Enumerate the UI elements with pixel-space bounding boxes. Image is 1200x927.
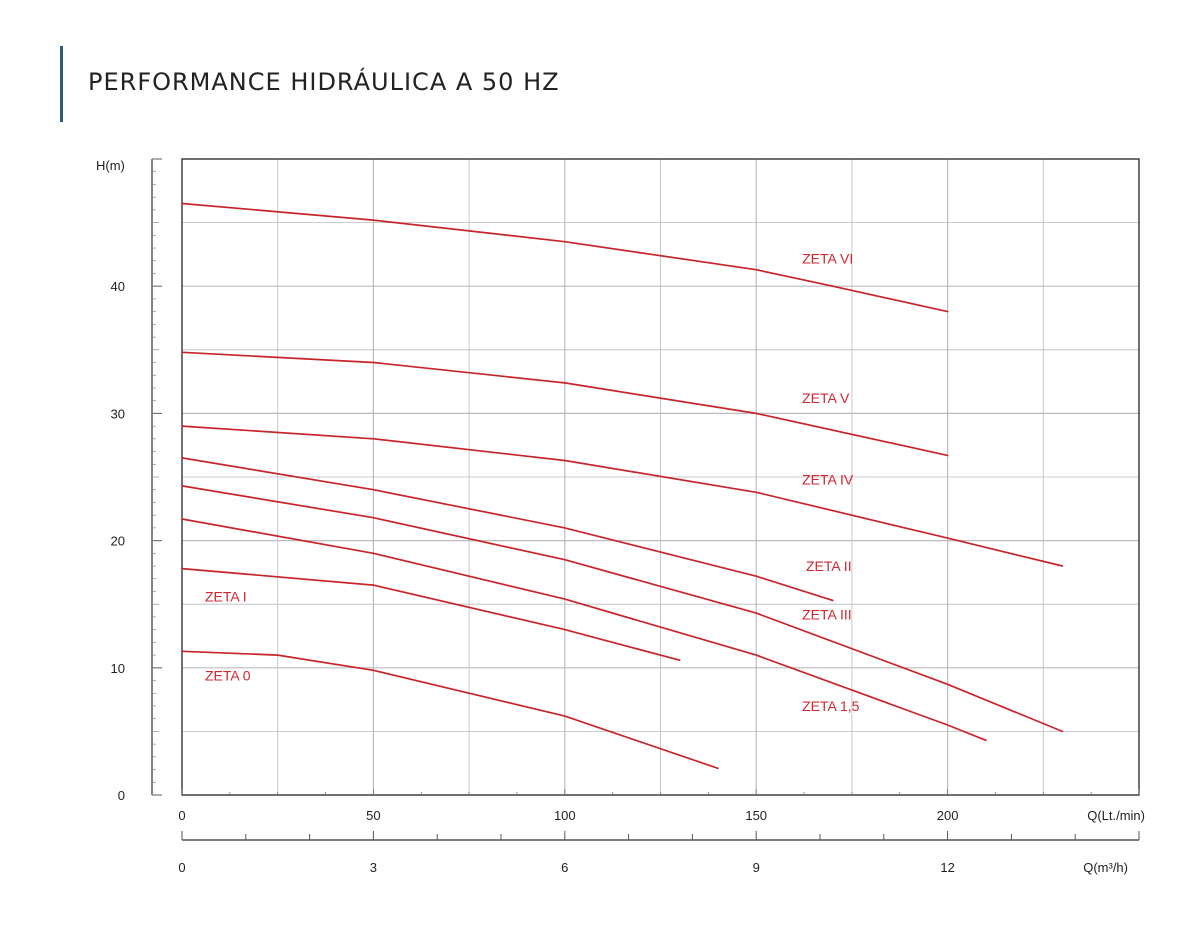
curve-zeta-ii	[181, 457, 834, 602]
curve-zeta-v	[181, 351, 949, 457]
curve-label: ZETA VI	[802, 250, 853, 266]
x-tick-label: 0	[178, 808, 185, 823]
curve-zeta-0	[181, 650, 719, 770]
title-accent-bar	[60, 46, 63, 122]
x-tick-label: 100	[554, 808, 576, 823]
x-tick-label: 150	[745, 808, 767, 823]
curve-label: ZETA 0	[205, 668, 251, 684]
curve-zeta-1-5	[181, 518, 987, 742]
x2-tick-label: 3	[370, 860, 377, 875]
x2-tick-label: 9	[753, 860, 760, 875]
curve-zeta-i	[181, 567, 681, 662]
y-tick-label: 40	[111, 279, 125, 294]
curve-label: ZETA II	[806, 558, 852, 574]
y-tick-label: 20	[111, 534, 125, 549]
y-axis-label: H(m)	[96, 158, 125, 173]
curve-zeta-iii	[181, 485, 1064, 733]
y-tick-label: 30	[111, 406, 125, 421]
x2-axis-label: Q(m³/h)	[1083, 860, 1128, 875]
chart-title: PERFORMANCE HIDRÁULICA A 50 HZ	[88, 68, 560, 96]
curve-label: ZETA III	[802, 606, 852, 622]
x2-tick-label: 12	[940, 860, 954, 875]
curve-label: ZETA 1,5	[802, 698, 860, 714]
curve-label: ZETA I	[205, 589, 247, 605]
y-tick-label: 0	[118, 788, 125, 803]
y-tick-label: 10	[111, 661, 125, 676]
x2-tick-label: 0	[178, 860, 185, 875]
curve-label: ZETA IV	[802, 472, 854, 488]
curve-label: ZETA V	[802, 390, 850, 406]
x2-tick-label: 6	[561, 860, 568, 875]
x-tick-label: 50	[366, 808, 380, 823]
curve-zeta-iv	[181, 425, 1064, 567]
x-axis-label: Q(Lt./min)	[1087, 808, 1145, 823]
x-tick-label: 200	[937, 808, 959, 823]
curve-zeta-vi	[181, 202, 949, 313]
